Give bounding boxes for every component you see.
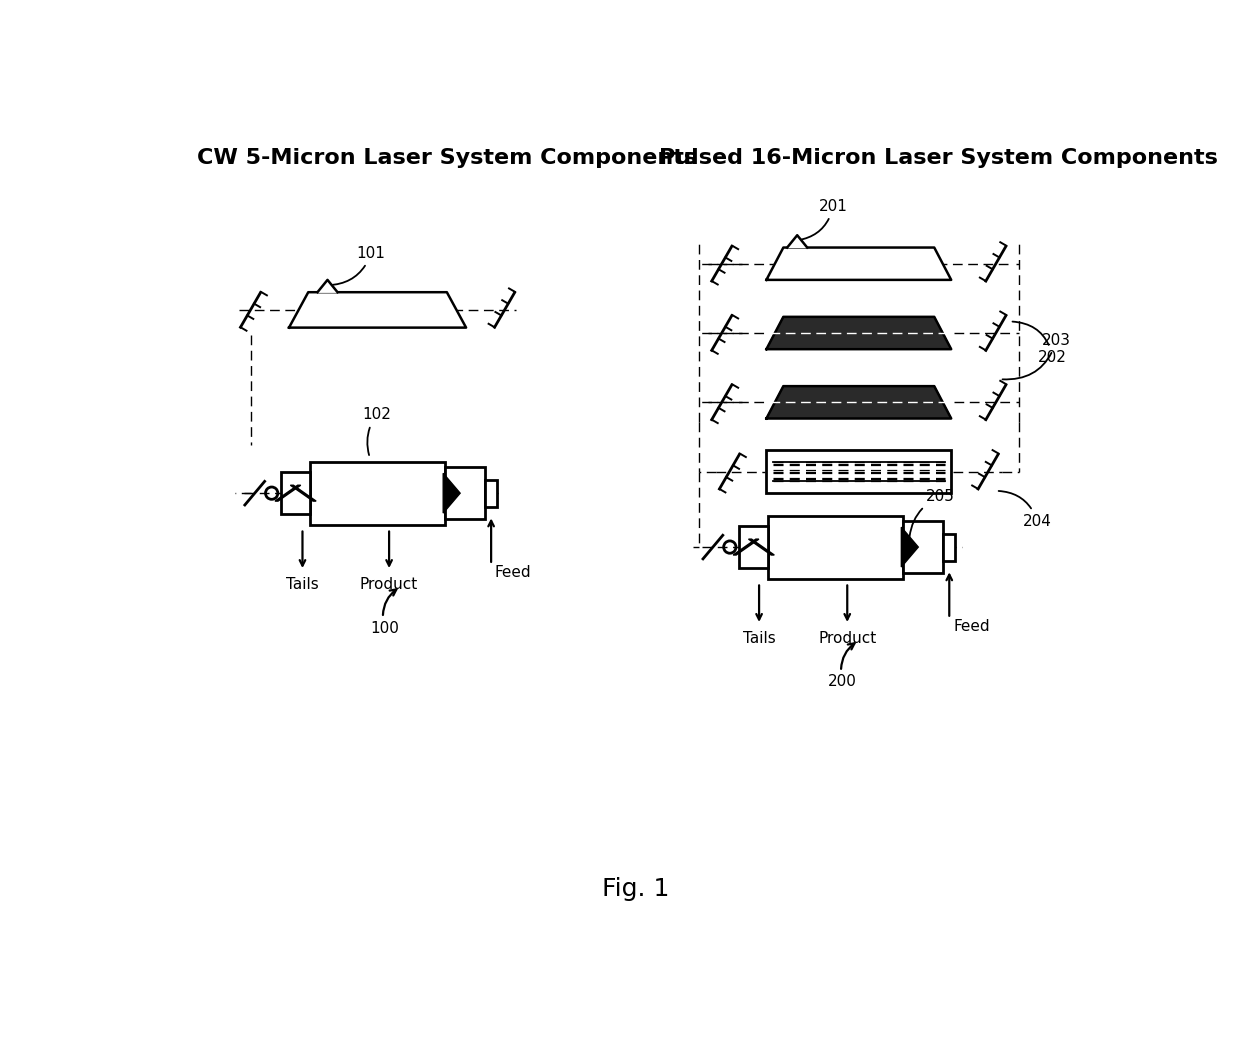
- Text: Feed: Feed: [495, 564, 532, 580]
- Bar: [903, 521, 944, 573]
- Polygon shape: [766, 248, 951, 280]
- Bar: [769, 515, 903, 579]
- Text: 200: 200: [828, 643, 857, 689]
- Polygon shape: [901, 528, 919, 566]
- Bar: [944, 534, 956, 560]
- Polygon shape: [766, 317, 951, 349]
- Text: 204: 204: [998, 491, 1052, 529]
- Polygon shape: [275, 486, 301, 501]
- Polygon shape: [443, 473, 460, 513]
- Text: 202: 202: [1013, 322, 1068, 365]
- Polygon shape: [787, 235, 807, 248]
- Bar: [445, 467, 485, 519]
- Bar: [310, 462, 445, 524]
- Polygon shape: [289, 293, 466, 327]
- Text: Product: Product: [360, 577, 418, 592]
- Text: Feed: Feed: [954, 619, 990, 634]
- Text: Tails: Tails: [743, 631, 775, 646]
- Polygon shape: [766, 386, 951, 419]
- Text: 201: 201: [799, 198, 848, 240]
- Polygon shape: [317, 280, 337, 293]
- Text: Fig. 1: Fig. 1: [601, 877, 670, 901]
- Text: Tails: Tails: [286, 577, 319, 592]
- Bar: [739, 526, 769, 569]
- Polygon shape: [733, 539, 759, 555]
- Text: 101: 101: [329, 245, 386, 285]
- Bar: [485, 479, 497, 507]
- Text: 100: 100: [370, 590, 399, 636]
- Text: Product: Product: [818, 631, 877, 646]
- Text: CW 5-Micron Laser System Components: CW 5-Micron Laser System Components: [197, 148, 697, 168]
- Polygon shape: [749, 539, 774, 555]
- Polygon shape: [290, 486, 316, 501]
- Text: 203: 203: [1002, 333, 1071, 380]
- Text: 205: 205: [910, 489, 955, 537]
- Bar: [766, 450, 951, 493]
- Bar: [281, 472, 310, 514]
- Text: Pulsed 16-Micron Laser System Components: Pulsed 16-Micron Laser System Components: [658, 148, 1218, 168]
- Text: 102: 102: [362, 407, 391, 455]
